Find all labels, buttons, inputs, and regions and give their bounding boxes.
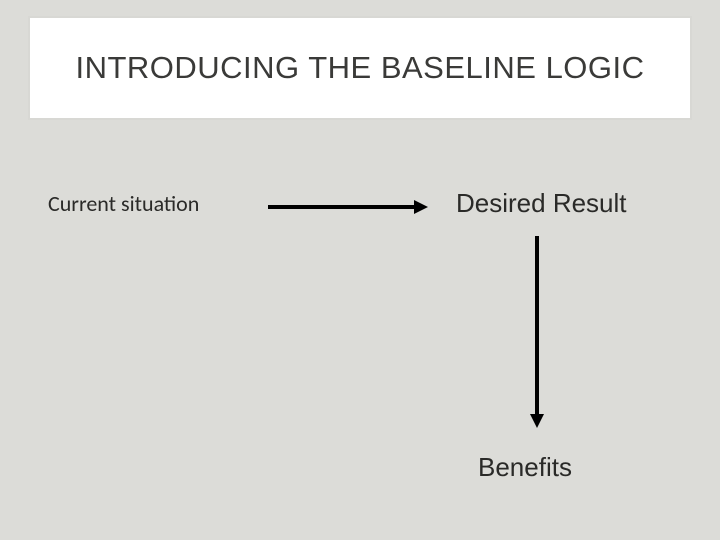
title-box: INTRODUCING THE BASELINE LOGIC bbox=[28, 16, 692, 120]
arrow-shaft bbox=[535, 236, 539, 414]
node-benefits: Benefits bbox=[478, 452, 572, 483]
arrow-current-to-desired bbox=[268, 200, 428, 214]
arrow-head-icon bbox=[414, 200, 428, 214]
arrow-desired-to-benefits bbox=[530, 236, 544, 428]
node-desired-result: Desired Result bbox=[456, 188, 627, 219]
slide-title: INTRODUCING THE BASELINE LOGIC bbox=[75, 49, 644, 88]
arrow-shaft bbox=[268, 205, 414, 209]
node-current-situation: Current situation bbox=[48, 190, 199, 217]
arrow-head-icon bbox=[530, 414, 544, 428]
